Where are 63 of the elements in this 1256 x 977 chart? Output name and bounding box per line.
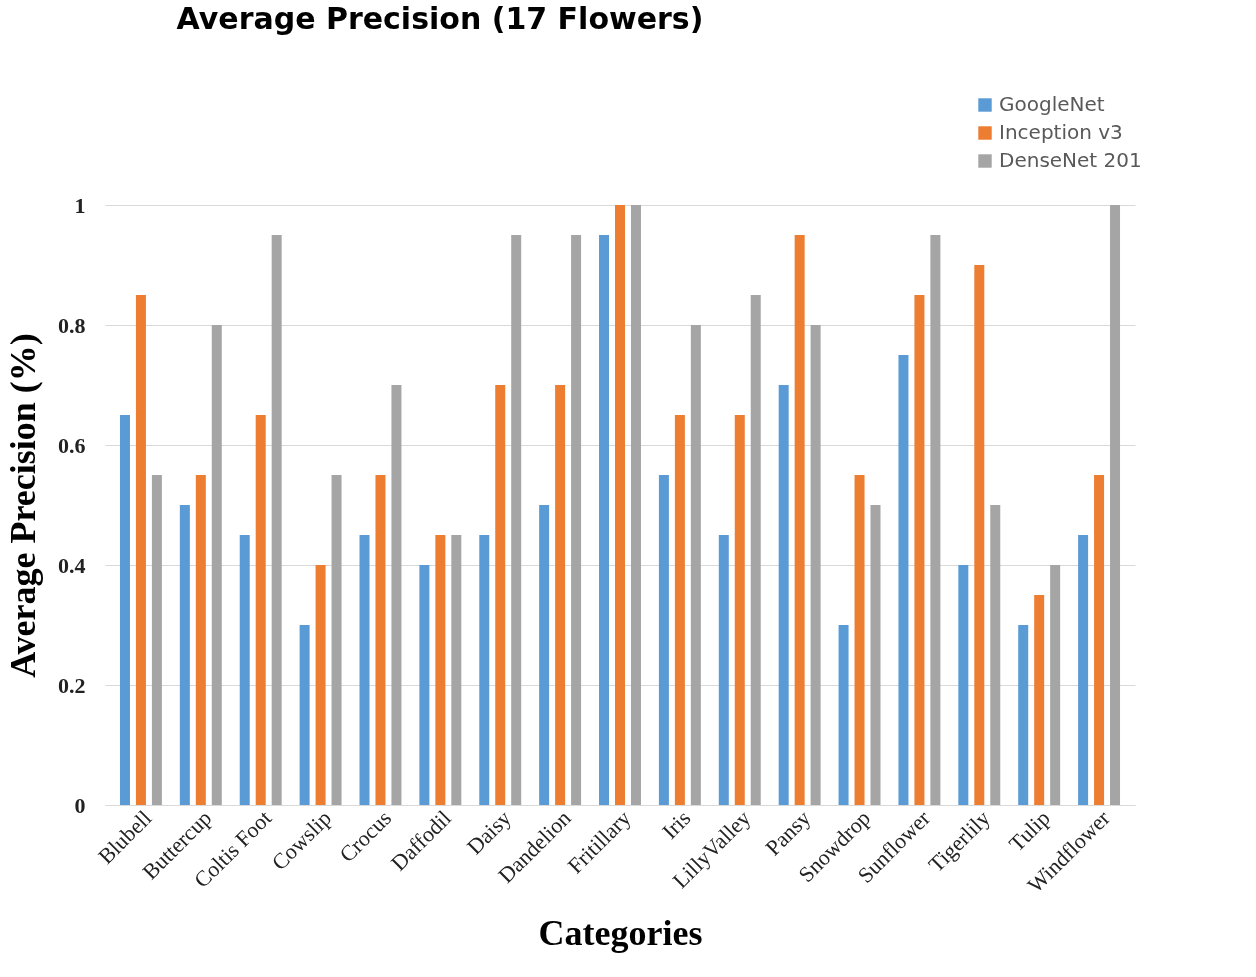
- bar: [419, 565, 430, 805]
- bar: [571, 235, 582, 805]
- bar: [1018, 625, 1029, 805]
- x-axis-title: Categories: [538, 912, 703, 953]
- bar: [690, 325, 701, 805]
- bar: [958, 565, 969, 805]
- y-tick-label: 0.6: [58, 432, 86, 458]
- bar: [750, 295, 761, 805]
- bar: [990, 505, 1001, 805]
- bar: [838, 625, 849, 805]
- bar: [718, 535, 729, 805]
- bar: [1050, 565, 1061, 805]
- bar: [135, 295, 146, 805]
- bar: [511, 235, 522, 805]
- bar: [435, 535, 446, 805]
- bar: [734, 415, 745, 805]
- y-tick-label: 0.4: [58, 552, 86, 578]
- bar: [299, 625, 310, 805]
- bar: [630, 205, 641, 805]
- bar: [914, 295, 925, 805]
- bar: [854, 475, 865, 805]
- bar: [1094, 475, 1105, 805]
- bar: [479, 535, 490, 805]
- y-tick-label: 0.2: [58, 672, 86, 698]
- legend-label: GoogleNet: [999, 92, 1105, 116]
- bar: [1078, 535, 1089, 805]
- bar: [599, 235, 610, 805]
- bar: [239, 535, 250, 805]
- bar: [794, 235, 805, 805]
- bar: [615, 205, 625, 805]
- bar: [974, 265, 985, 805]
- chart-title: Average Precision (17 Flowers): [176, 1, 704, 36]
- y-tick-label: 0.8: [58, 312, 86, 338]
- bar: [451, 535, 462, 805]
- bar: [151, 475, 162, 805]
- bar: [930, 235, 941, 805]
- bar: [870, 505, 881, 805]
- bar: [331, 475, 342, 805]
- bar: [1034, 595, 1045, 805]
- bar: [211, 325, 222, 805]
- legend-label: DenseNet 201: [999, 148, 1142, 172]
- bar: [674, 415, 685, 805]
- bar: [359, 535, 370, 805]
- bar: [315, 565, 326, 805]
- y-tick-label: 1: [74, 192, 86, 218]
- bar: [119, 415, 130, 805]
- y-axis-title: Average Precision (%): [3, 333, 43, 678]
- bar: [179, 505, 190, 805]
- bar: [810, 325, 821, 805]
- bar: [1110, 205, 1121, 805]
- bar: [195, 475, 206, 805]
- legend-label: Inception v3: [999, 120, 1123, 144]
- bar: [375, 475, 386, 805]
- bar: [778, 385, 789, 805]
- bar: [658, 475, 669, 805]
- bar: [255, 415, 266, 805]
- y-tick-label: 0: [74, 792, 86, 818]
- bar: [898, 355, 909, 805]
- bar: [555, 385, 566, 805]
- bar: [271, 235, 282, 805]
- bar: [495, 385, 506, 805]
- bar: [539, 505, 550, 805]
- bar: [391, 385, 402, 805]
